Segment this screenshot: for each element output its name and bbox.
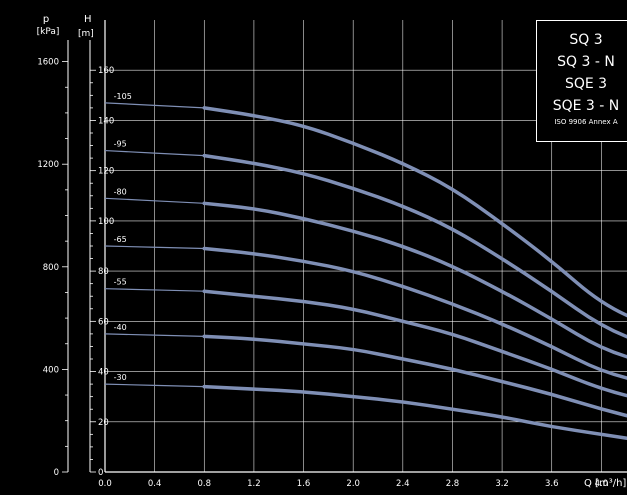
- curve-n95: [202, 153, 627, 339]
- curve-n105-low-flow: [104, 102, 205, 109]
- x-tick-label: 0.4: [148, 479, 162, 489]
- h-tick-label: 160: [98, 66, 114, 76]
- x-tick-label: 1.6: [297, 479, 311, 489]
- x-axis-title: Q [m³/h]: [584, 478, 626, 489]
- h-axis-unit: [m]: [78, 29, 94, 39]
- h-tick-label: 40: [98, 368, 109, 378]
- x-tick-label: 3.2: [495, 479, 509, 489]
- curve-n80-low-flow: [104, 197, 205, 204]
- x-tick-label: 1.2: [247, 479, 261, 489]
- model-title-3: SQE 3: [564, 76, 608, 92]
- curve-n65-low-flow: [104, 245, 205, 250]
- curve-label: -55: [114, 278, 127, 287]
- p-tick-label: 0: [54, 468, 59, 478]
- x-tick-label: 4.0: [595, 479, 609, 489]
- pump-curves: [104, 102, 627, 440]
- p-axis-unit: [kPa]: [37, 27, 60, 37]
- x-tick-label: 2.0: [346, 479, 360, 489]
- curve-label: -80: [114, 187, 127, 196]
- p-tick-label: 1600: [37, 58, 59, 68]
- curve-n55: [202, 289, 627, 398]
- curve-n55-low-flow: [104, 288, 205, 292]
- curve-n40-low-flow: [104, 333, 205, 337]
- curve-label: -30: [114, 373, 127, 382]
- model-legend-box: SQ 3 SQ 3 - N SQE 3 SQE 3 - N ISO 9906 A…: [536, 20, 627, 142]
- x-tick-label: 2.8: [446, 479, 460, 489]
- curve-n105: [202, 106, 627, 318]
- x-tick-label: 3.6: [545, 479, 559, 489]
- h-tick-label: 60: [98, 317, 109, 327]
- curve-n95-low-flow: [104, 149, 205, 157]
- curve-label: -65: [114, 235, 127, 244]
- curve-label: -40: [114, 323, 127, 332]
- curve-label: -105: [114, 92, 132, 101]
- h-tick-label: 120: [98, 167, 114, 177]
- h-tick-label: 20: [98, 418, 109, 428]
- p-tick-label: 800: [43, 263, 59, 273]
- h-tick-label: 100: [98, 217, 114, 227]
- curve-n30-low-flow: [104, 383, 205, 388]
- x-tick-label: 0.8: [198, 479, 212, 489]
- axis-labels: 020406080100120140160040080012001600p[kP…: [37, 14, 627, 489]
- curve-label: -95: [114, 140, 127, 149]
- h-axis-symbol: H: [84, 14, 92, 25]
- curve-n65: [202, 246, 627, 380]
- p-axis-symbol: p: [43, 14, 49, 25]
- model-title-1: SQ 3: [569, 32, 603, 48]
- curve-n40: [202, 334, 627, 418]
- x-tick-label: 2.4: [396, 479, 410, 489]
- h-tick-label: 80: [98, 267, 109, 277]
- h-tick-label: 0: [98, 468, 103, 478]
- standard-note: ISO 9906 Annex A: [554, 118, 618, 126]
- h-tick-label: 140: [98, 116, 114, 126]
- p-tick-label: 400: [43, 365, 59, 375]
- model-title-2: SQ 3 - N: [557, 54, 615, 70]
- curve-n30: [202, 384, 627, 440]
- p-tick-label: 1200: [37, 160, 59, 170]
- curve-n80: [202, 201, 627, 359]
- x-tick-label: 0.0: [98, 479, 112, 489]
- model-title-4: SQE 3 - N: [552, 98, 620, 114]
